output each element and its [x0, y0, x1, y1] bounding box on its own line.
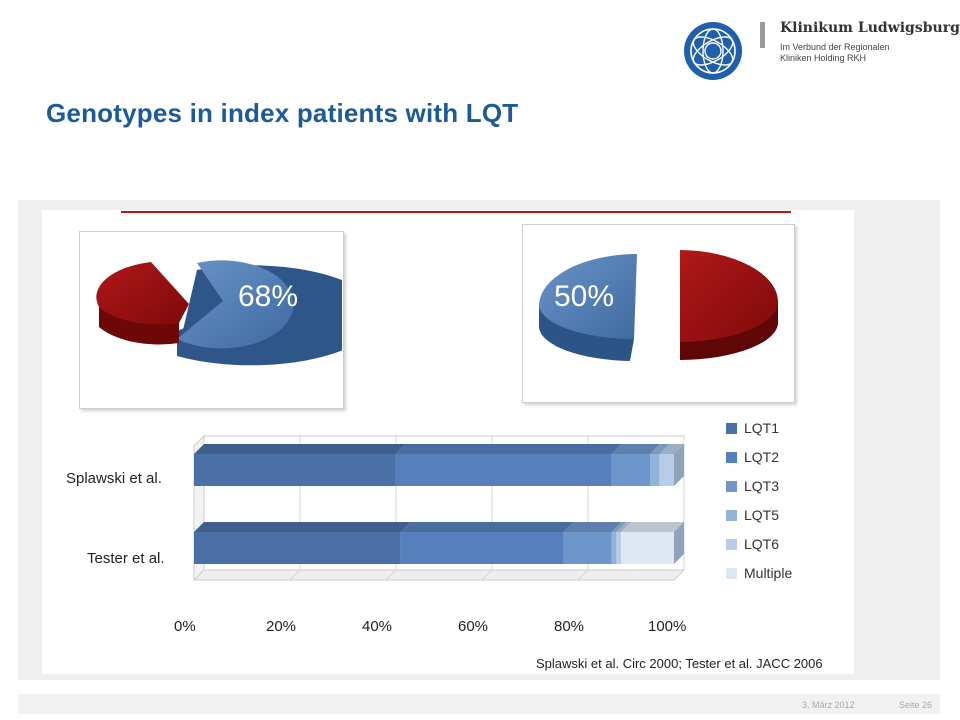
legend-label-multiple: Multiple: [744, 565, 793, 581]
gridline-floor-80: [577, 569, 589, 581]
legend-swatch-lqt2: [726, 451, 737, 463]
legend-swatch-multiple: [726, 567, 737, 579]
bar-segment-1-lqt1: [194, 532, 401, 564]
bar-top-1-multiple: [621, 522, 684, 532]
legend-item-multiple: Multiple: [726, 565, 792, 581]
bar-segment-0-lqt1: [194, 454, 396, 486]
bar-segment-0-lqt2: [395, 454, 612, 486]
klinikum-logo-emblem: [684, 22, 742, 80]
bar-top-0-lqt5: [650, 444, 670, 454]
bar-top-0-lqt1: [194, 444, 406, 454]
legend-swatch-lqt1: [726, 422, 737, 434]
category-label-splawski: Splawski et al.: [66, 470, 162, 487]
gridline-floor-40: [385, 569, 397, 581]
logo-divider: [760, 22, 765, 48]
legend-label-lqt3: LQT3: [744, 478, 780, 494]
bar-segment-1-lqt5: [611, 532, 617, 564]
stacked-bar-chart: [192, 434, 686, 582]
legend-swatch-lqt5: [726, 509, 737, 521]
pie-chart-left: [96, 260, 342, 366]
logo-subtitle-line-1: Im Verbund der Regionalen: [780, 42, 890, 52]
bar-endcap-1: [674, 522, 684, 564]
bar-top-1-lqt2: [400, 522, 574, 532]
x-tick-60: 60%: [458, 618, 489, 635]
citation: Splawski et al. Circ 2000; Tester et al.…: [536, 656, 823, 671]
bar-segment-0-lqt6: [659, 454, 674, 486]
plot-floor: [192, 569, 686, 581]
logo-name: Klinikum Ludwigsburg: [780, 20, 960, 36]
bar-top-0-lqt6: [659, 444, 684, 454]
pie-chart-right: [539, 250, 779, 361]
legend-swatch-lqt3: [726, 480, 737, 492]
bar-segment-1-lqt3: [563, 532, 612, 564]
bar-segment-1-multiple: [621, 532, 674, 564]
legend-item-lqt2: LQT2: [726, 449, 779, 465]
footer-band: [18, 694, 940, 714]
footer-date: 3. März 2012: [802, 700, 855, 710]
legend-label-lqt5: LQT5: [744, 507, 780, 523]
bar-top-0-lqt3: [611, 444, 660, 454]
gridline-floor-60: [481, 569, 493, 581]
bar-segment-1-lqt2: [400, 532, 564, 564]
slide-title: Genotypes in index patients with LQT: [46, 98, 519, 128]
bar-segment-0-lqt5: [650, 454, 660, 486]
pie-right-label: 50%: [554, 280, 615, 313]
logo-subtitle-line-2: Kliniken Holding RKH: [780, 53, 867, 63]
bar-segment-1-lqt6: [616, 532, 622, 564]
bar-endcap-0: [674, 444, 684, 486]
bar-segment-0-lqt3: [611, 454, 650, 486]
gridline-floor-100: [673, 569, 685, 581]
legend-item-lqt3: LQT3: [726, 478, 779, 494]
legend-item-lqt1: LQT1: [726, 420, 779, 436]
x-tick-0: 0%: [174, 618, 196, 635]
footer-page: Seite 26: [899, 700, 933, 710]
bar-top-1-lqt5: [611, 522, 627, 532]
bar-top-0-lqt2: [395, 444, 622, 454]
legend-label-lqt2: LQT2: [744, 449, 780, 465]
legend-item-lqt6: LQT6: [726, 536, 779, 552]
legend-item-lqt5: LQT5: [726, 507, 779, 523]
category-label-tester: Tester et al.: [87, 550, 165, 567]
x-tick-80: 80%: [554, 618, 585, 635]
legend-label-lqt1: LQT1: [744, 420, 780, 436]
legend-swatch-lqt6: [726, 538, 737, 550]
x-tick-20: 20%: [266, 618, 297, 635]
bar-top-1-lqt6: [616, 522, 632, 532]
x-tick-40: 40%: [362, 618, 393, 635]
red-rule: [121, 211, 791, 213]
x-tick-100: 100%: [648, 618, 687, 635]
pie-left-label: 68%: [238, 280, 299, 313]
legend-label-lqt6: LQT6: [744, 536, 780, 552]
bar-top-1-lqt3: [563, 522, 622, 532]
gridline-floor-20: [289, 569, 301, 581]
bar-top-1-lqt1: [194, 522, 411, 532]
